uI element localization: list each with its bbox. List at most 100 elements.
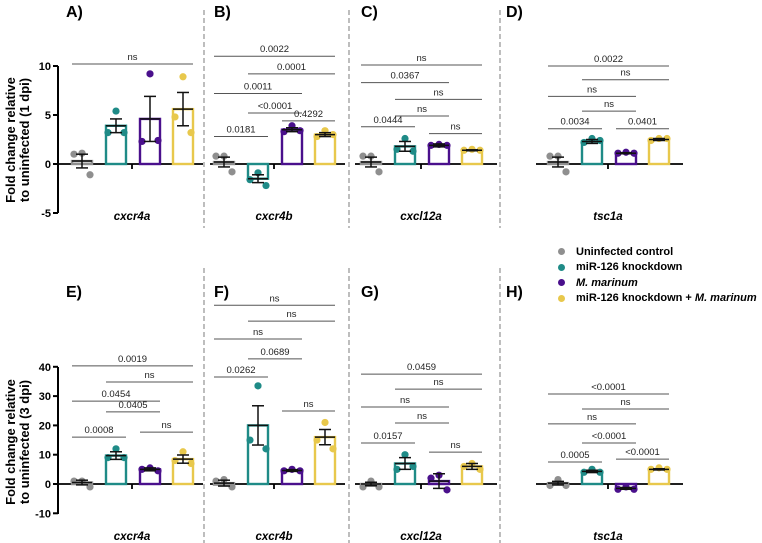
panel-letter: E) xyxy=(66,284,82,301)
y-axis-label-3dpi: Fold change relative to uninfected (3 dp… xyxy=(3,342,32,542)
legend-item-uninfected: Uninfected control xyxy=(558,244,757,260)
data-point xyxy=(313,436,321,444)
y-tick-label: 0 xyxy=(45,159,51,171)
panel-letter: F) xyxy=(214,284,230,301)
p-value-label: ns xyxy=(620,68,630,79)
data-point xyxy=(262,445,270,453)
data-point xyxy=(321,418,329,427)
data-point xyxy=(112,445,120,453)
panel-letter: B) xyxy=(214,4,231,21)
data-point xyxy=(409,462,417,471)
data-point xyxy=(647,136,655,145)
data-point xyxy=(112,107,120,115)
data-point xyxy=(171,113,179,121)
data-point xyxy=(220,152,228,160)
p-value-label: 0.0689 xyxy=(260,347,289,358)
data-point xyxy=(70,150,78,158)
y-label-line: to uninfected (1 dpi) xyxy=(17,77,32,203)
y-label-line: to uninfected (3 dpi) xyxy=(17,379,32,505)
data-point xyxy=(393,465,401,473)
legend-dot xyxy=(558,294,565,302)
data-point xyxy=(254,382,262,390)
data-point xyxy=(359,483,367,491)
y-tick-label: 20 xyxy=(39,420,51,432)
data-point xyxy=(393,145,401,153)
gene-label: cxcr4a xyxy=(113,211,151,223)
p-value-label: ns xyxy=(303,399,313,410)
p-value-label: ns xyxy=(587,84,597,95)
p-value-label: <0.0001 xyxy=(592,431,627,442)
p-value-label: ns xyxy=(433,377,443,388)
data-point xyxy=(78,149,86,157)
data-point xyxy=(427,474,435,482)
p-value-label: <0.0001 xyxy=(591,382,626,393)
p-value-label: ns xyxy=(416,53,426,64)
legend-label: M. marinum xyxy=(576,276,638,289)
p-value-label: 0.0001 xyxy=(277,62,306,73)
data-point xyxy=(187,459,195,468)
p-value-label: 0.0034 xyxy=(560,117,589,128)
legend-label: miR-126 knockdown + xyxy=(576,292,695,305)
gene-label: cxcr4b xyxy=(255,531,293,543)
p-value-label: ns xyxy=(604,99,614,110)
panel-letter: D) xyxy=(506,4,523,21)
gene-label: cxcr4a xyxy=(113,531,151,543)
legend-dot xyxy=(558,248,565,256)
data-point xyxy=(596,136,604,145)
data-point xyxy=(154,136,162,145)
data-point xyxy=(329,445,337,453)
data-point xyxy=(443,486,451,494)
gene-label: tsc1a xyxy=(593,531,623,543)
data-point xyxy=(375,168,383,176)
p-value-label: 0.0011 xyxy=(244,81,272,92)
data-point xyxy=(367,152,375,160)
y-tick-label: -5 xyxy=(41,208,51,220)
p-value-label: 0.0405 xyxy=(118,400,147,411)
data-point xyxy=(401,451,409,459)
data-point xyxy=(228,483,236,491)
data-point xyxy=(554,152,562,160)
legend-label-italic: M. marinum xyxy=(694,292,757,305)
data-point xyxy=(246,436,254,444)
data-point xyxy=(375,483,383,491)
legend-dot xyxy=(558,263,565,271)
y-tick-label: 5 xyxy=(45,110,51,122)
p-value-label: 0.0444 xyxy=(373,115,402,126)
legend-label: Uninfected control xyxy=(576,245,674,258)
data-point xyxy=(630,485,638,493)
panel-letter: G) xyxy=(361,284,379,301)
data-point xyxy=(546,152,554,160)
p-value-label: ns xyxy=(144,370,154,381)
p-value-label: 0.0008 xyxy=(84,425,113,436)
p-value-label: 0.0262 xyxy=(226,365,255,376)
p-value-label: ns xyxy=(286,309,296,320)
data-point xyxy=(359,152,367,160)
data-point xyxy=(179,448,187,456)
data-point xyxy=(120,129,128,137)
p-value-label: ns xyxy=(253,327,263,338)
data-point xyxy=(86,171,94,179)
y-label-line: Fold change relative xyxy=(3,77,18,203)
legend-dot xyxy=(558,279,565,287)
y-tick-label: 0 xyxy=(45,479,51,491)
y-tick-label: 10 xyxy=(39,450,51,462)
p-value-label: ns xyxy=(400,395,410,406)
data-point xyxy=(212,152,220,160)
p-value-label: 0.0019 xyxy=(118,354,147,365)
panel-letter: C) xyxy=(361,4,378,21)
p-value-label: ns xyxy=(433,87,443,98)
data-point xyxy=(562,168,570,176)
y-label-line: Fold change relative xyxy=(3,379,18,505)
panel-letter: H) xyxy=(506,284,523,301)
legend: Uninfected control miR-126 knockdown M. … xyxy=(558,244,757,306)
y-axis-label-1dpi: Fold change relative to uninfected (1 dp… xyxy=(3,40,32,240)
data-point xyxy=(146,70,154,78)
legend-item-knockdown: miR-126 knockdown xyxy=(558,260,757,276)
gene-label: cxcr4b xyxy=(255,211,293,223)
